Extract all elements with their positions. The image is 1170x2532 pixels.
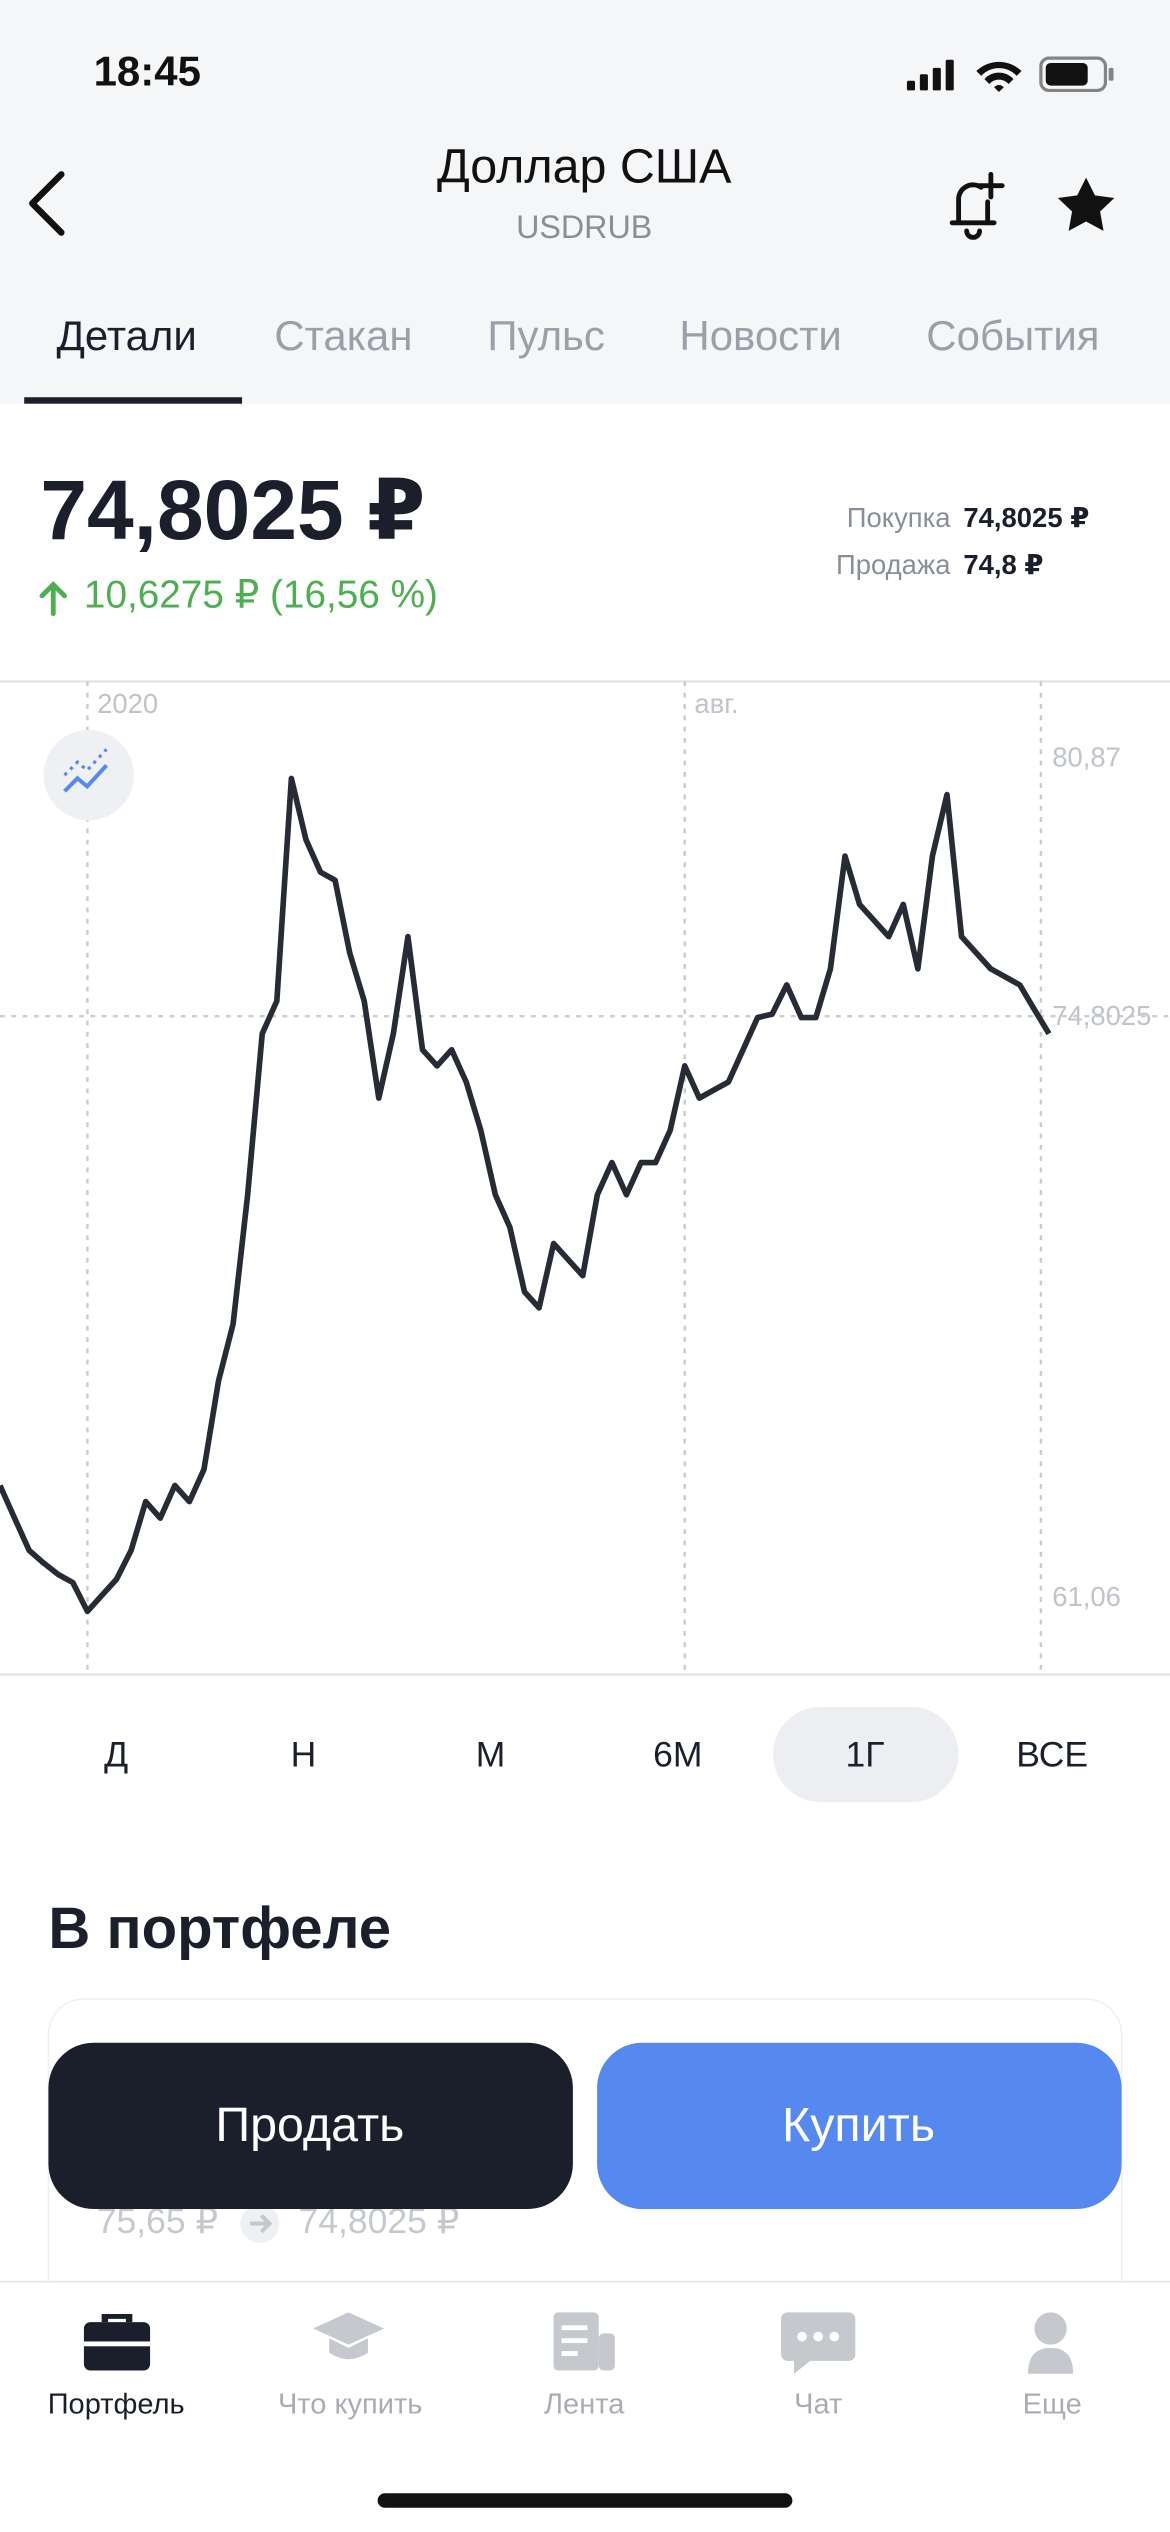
alert-button[interactable] bbox=[949, 171, 1005, 240]
sell-button[interactable] bbox=[48, 2042, 573, 2210]
status-time: 18:45 bbox=[94, 47, 201, 94]
nav-item[interactable]: Что купить bbox=[278, 2389, 422, 2421]
indicators-button[interactable] bbox=[43, 729, 134, 821]
up-arrow bbox=[39, 581, 67, 617]
buy-button[interactable] bbox=[597, 2042, 1122, 2210]
nav-item[interactable]: Еще bbox=[1023, 2389, 1082, 2421]
period-button[interactable]: Н bbox=[291, 1734, 317, 1774]
sell-button-label[interactable]: Продать bbox=[215, 2098, 404, 2152]
buy-label: Покупка bbox=[847, 502, 951, 533]
price-line bbox=[0, 775, 1052, 1615]
tab[interactable]: События bbox=[926, 312, 1099, 359]
header-bg bbox=[0, 0, 1170, 404]
period-selector: Д Н М 6М 1Г ВСЕ bbox=[104, 1706, 1088, 1803]
period-button[interactable]: ВСЕ bbox=[1016, 1734, 1088, 1774]
buy-value: 74,8025 ₽ bbox=[963, 502, 1089, 533]
header-subtitle: USDRUB bbox=[516, 209, 652, 245]
tab[interactable]: Пульс bbox=[487, 312, 605, 359]
sell-value: 74,8 ₽ bbox=[963, 549, 1043, 580]
buy-button-label[interactable]: Купить bbox=[782, 2098, 935, 2152]
nav-item[interactable]: Портфель bbox=[48, 2389, 185, 2421]
y-tick-label: 61,06 bbox=[1052, 1581, 1121, 1612]
tab-underline bbox=[24, 397, 243, 404]
price: 74,8025 ₽ bbox=[40, 463, 425, 557]
arrow bbox=[250, 2214, 273, 2234]
x-tick-label: авг. bbox=[694, 688, 738, 719]
section-title: В портфеле bbox=[48, 1896, 391, 1961]
y-tick-label: 80,87 bbox=[1052, 741, 1121, 772]
header-title: Доллар США bbox=[437, 139, 732, 193]
period-button[interactable]: 1Г bbox=[846, 1734, 885, 1774]
nav-item[interactable]: Чат bbox=[794, 2389, 842, 2421]
home-indicator bbox=[377, 2493, 793, 2508]
status-icons bbox=[906, 56, 1114, 93]
back-button[interactable] bbox=[29, 171, 65, 236]
favorite-button[interactable] bbox=[1057, 177, 1115, 231]
x-tick-label: 2020 bbox=[97, 688, 158, 719]
last-price-label: 74,8025 bbox=[1052, 1000, 1151, 1031]
nav: Портфель Что купить Лента Чат Еще bbox=[48, 2389, 1082, 2421]
nav-item[interactable]: Лента bbox=[544, 2389, 625, 2421]
tab[interactable]: Новости bbox=[679, 312, 841, 359]
period-button[interactable]: М bbox=[476, 1734, 506, 1774]
period-button[interactable]: 6М bbox=[653, 1734, 702, 1774]
price-change: 10,6275 ₽ (16,56 %) bbox=[84, 574, 438, 617]
tab[interactable]: Стакан bbox=[274, 312, 412, 359]
sell-label: Продажа bbox=[836, 549, 951, 580]
chart: 2020 авг. 80,87 61,06 74,8025 bbox=[0, 681, 1170, 1675]
period-button[interactable]: Д bbox=[104, 1734, 128, 1774]
period-selected-bg bbox=[773, 1706, 959, 1803]
tab[interactable]: Детали bbox=[56, 312, 196, 359]
tabs: Детали Стакан Пульс Новости События bbox=[56, 312, 1099, 359]
